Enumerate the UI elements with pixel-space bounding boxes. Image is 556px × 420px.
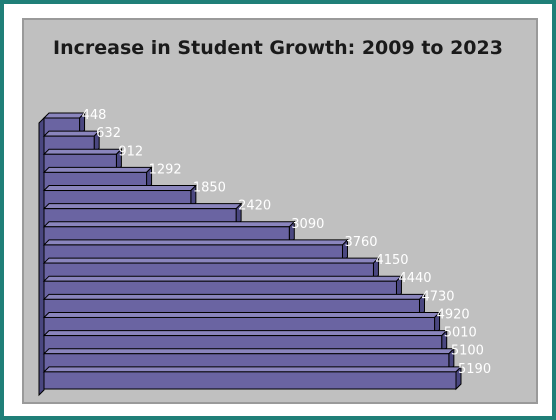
bar-top-2023 [42, 366, 463, 373]
bar-chart: 448 632 912 1292 1850 2420 3090 3760 4150 4440 473… [38, 108, 491, 397]
data-label-2019: 4730 [421, 289, 454, 304]
data-label-2014: 2420 [238, 199, 271, 214]
bar-top-2014 [42, 203, 243, 210]
bar-top-2012 [42, 166, 153, 173]
bar-top-2010 [42, 130, 101, 137]
data-label-2017: 4150 [375, 253, 408, 268]
axis-wall [38, 116, 45, 397]
data-label-2016: 3760 [344, 235, 377, 250]
bar-top-2016 [42, 239, 349, 246]
bar-top-2017 [42, 257, 380, 264]
data-label-2013: 1850 [193, 181, 226, 196]
data-label-2018: 4440 [398, 271, 431, 286]
data-label-2021: 5010 [444, 326, 477, 341]
bar-top-2018 [42, 275, 403, 282]
data-label-2015: 3090 [291, 217, 324, 232]
data-label-2022: 5100 [451, 344, 484, 359]
data-label-2009: 448 [82, 108, 107, 123]
bar-top-2022 [42, 348, 456, 355]
bar-top-2011 [42, 148, 123, 155]
bar-top-2015 [42, 221, 296, 228]
data-label-2011: 912 [118, 144, 143, 159]
bar-top-2013 [42, 185, 198, 192]
data-label-2010: 632 [96, 126, 121, 141]
bar-2023 [43, 371, 457, 390]
bar-top-2019 [42, 293, 426, 300]
bar-top-2021 [42, 330, 448, 337]
chart-title: Increase in Student Growth: 2009 to 2023 [53, 37, 503, 59]
bar-top-2020 [42, 311, 441, 318]
data-label-2012: 1292 [149, 162, 182, 177]
data-label-2023: 5190 [458, 362, 491, 377]
data-label-2020: 4920 [437, 307, 470, 322]
bar-top-2009 [42, 112, 86, 119]
